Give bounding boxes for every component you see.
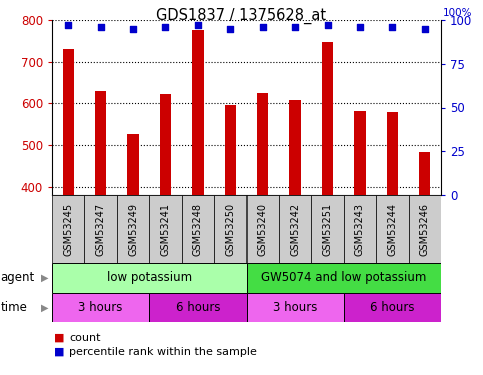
Bar bbox=[225, 105, 236, 195]
Bar bbox=[419, 152, 430, 195]
Text: ■: ■ bbox=[55, 333, 65, 343]
Bar bbox=[85, 195, 117, 263]
Text: GSM53247: GSM53247 bbox=[96, 202, 106, 256]
Bar bbox=[246, 195, 279, 263]
Point bbox=[421, 26, 428, 32]
Bar bbox=[149, 293, 246, 322]
Text: GSM53245: GSM53245 bbox=[63, 202, 73, 256]
Bar bbox=[355, 111, 366, 195]
Bar bbox=[257, 93, 269, 195]
Text: agent: agent bbox=[0, 272, 35, 285]
Bar bbox=[182, 195, 214, 263]
Bar bbox=[52, 195, 85, 263]
Text: time: time bbox=[0, 301, 28, 314]
Text: GSM53243: GSM53243 bbox=[355, 202, 365, 255]
Bar bbox=[376, 195, 409, 263]
Text: GSM53250: GSM53250 bbox=[225, 202, 235, 256]
Bar bbox=[312, 195, 344, 263]
Text: 6 hours: 6 hours bbox=[370, 301, 414, 314]
Text: 6 hours: 6 hours bbox=[176, 301, 220, 314]
Point bbox=[64, 22, 72, 28]
Point bbox=[97, 24, 104, 30]
Text: percentile rank within the sample: percentile rank within the sample bbox=[69, 347, 257, 357]
Bar bbox=[214, 195, 246, 263]
Point bbox=[356, 24, 364, 30]
Bar bbox=[52, 293, 149, 322]
Bar bbox=[95, 91, 106, 195]
Text: 3 hours: 3 hours bbox=[78, 301, 123, 314]
Text: GDS1837 / 1375628_at: GDS1837 / 1375628_at bbox=[156, 8, 327, 24]
Bar bbox=[128, 134, 139, 195]
Text: GSM53244: GSM53244 bbox=[387, 202, 398, 255]
Bar bbox=[192, 30, 203, 195]
Point bbox=[324, 22, 331, 28]
Text: 3 hours: 3 hours bbox=[273, 301, 317, 314]
Text: low potassium: low potassium bbox=[107, 272, 192, 285]
Point bbox=[259, 24, 267, 30]
Text: GSM53246: GSM53246 bbox=[420, 202, 430, 255]
Point bbox=[162, 24, 170, 30]
Text: GSM53249: GSM53249 bbox=[128, 202, 138, 255]
Text: ▶: ▶ bbox=[41, 303, 48, 312]
Bar bbox=[322, 42, 333, 195]
Point bbox=[194, 22, 202, 28]
Bar bbox=[344, 293, 441, 322]
Text: GSM53240: GSM53240 bbox=[258, 202, 268, 255]
Bar bbox=[387, 112, 398, 195]
Point bbox=[291, 24, 299, 30]
Point bbox=[227, 26, 234, 32]
Bar bbox=[52, 263, 246, 293]
Text: 100%: 100% bbox=[443, 8, 472, 18]
Bar bbox=[149, 195, 182, 263]
Text: GSM53242: GSM53242 bbox=[290, 202, 300, 256]
Bar bbox=[409, 195, 441, 263]
Bar bbox=[117, 195, 149, 263]
Bar bbox=[160, 94, 171, 195]
Text: GW5074 and low potassium: GW5074 and low potassium bbox=[261, 272, 426, 285]
Text: ▶: ▶ bbox=[41, 273, 48, 283]
Point bbox=[129, 26, 137, 32]
Bar bbox=[62, 49, 74, 195]
Bar bbox=[344, 195, 376, 263]
Point bbox=[388, 24, 396, 30]
Bar bbox=[289, 100, 301, 195]
Bar bbox=[246, 293, 344, 322]
Text: GSM53241: GSM53241 bbox=[160, 202, 170, 255]
Text: count: count bbox=[69, 333, 100, 343]
Bar bbox=[279, 195, 312, 263]
Text: GSM53248: GSM53248 bbox=[193, 202, 203, 255]
Text: GSM53251: GSM53251 bbox=[323, 202, 332, 256]
Bar bbox=[246, 263, 441, 293]
Text: ■: ■ bbox=[55, 347, 65, 357]
